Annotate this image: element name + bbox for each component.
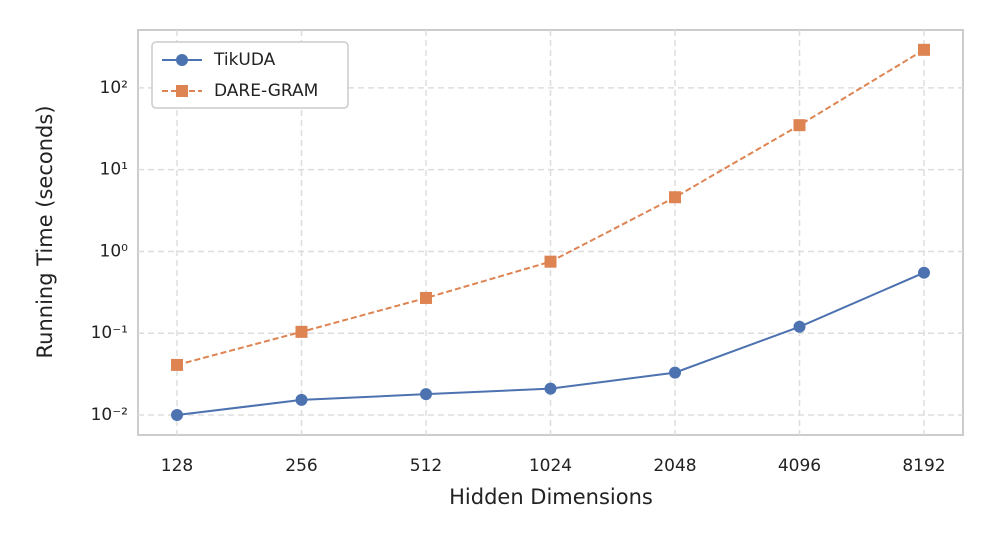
marker	[918, 43, 930, 56]
x-tick-label: 4096	[778, 456, 821, 476]
x-axis-label: Hidden Dimensions	[449, 485, 653, 509]
x-tick-label: 512	[410, 456, 442, 476]
marker	[544, 382, 557, 395]
marker	[420, 291, 432, 304]
legend-label: DARE-GRAM	[214, 81, 318, 101]
legend-marker	[176, 54, 188, 66]
x-tick-label: 128	[161, 456, 193, 476]
marker	[669, 191, 681, 204]
legend-label: TikUDA	[213, 50, 276, 70]
x-tick-label: 8192	[902, 456, 945, 476]
marker	[295, 393, 308, 406]
legend-marker	[176, 85, 188, 97]
marker	[793, 320, 806, 333]
marker	[171, 358, 183, 371]
marker	[544, 255, 557, 268]
marker	[669, 366, 681, 379]
marker	[420, 388, 432, 401]
marker	[918, 266, 930, 279]
x-tick-label: 1024	[529, 456, 572, 476]
y-tick-label: 10⁻¹	[91, 323, 128, 343]
y-axis-label: Running Time (seconds)	[33, 105, 57, 358]
x-tick-label: 256	[285, 456, 317, 476]
y-tick-label: 10¹	[100, 160, 128, 180]
marker	[295, 325, 308, 338]
y-tick-label: 10⁰	[100, 241, 129, 261]
marker	[793, 119, 806, 132]
x-tick-label: 2048	[653, 456, 696, 476]
marker	[171, 409, 183, 422]
y-tick-label: 10²	[100, 78, 128, 98]
y-tick-label: 10⁻²	[91, 405, 128, 425]
